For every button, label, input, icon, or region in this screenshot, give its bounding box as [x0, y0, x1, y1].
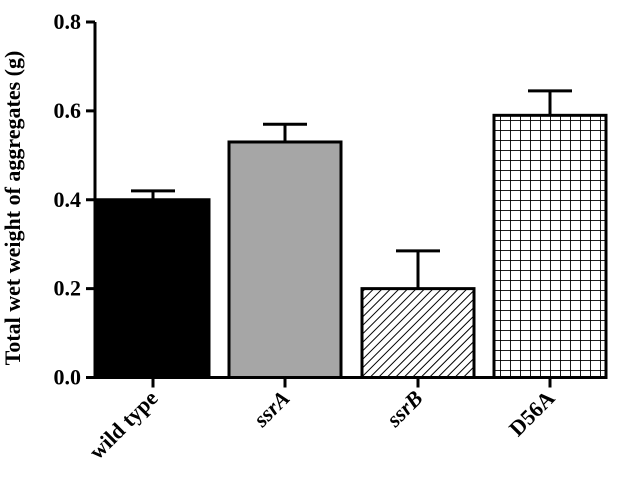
- bar: [227, 140, 343, 379]
- y-tick-label: 0.6: [54, 98, 82, 123]
- bar: [360, 287, 476, 379]
- y-tick-label: 0.8: [54, 9, 82, 34]
- bar: [492, 113, 608, 379]
- x-tick-label: ssrA: [248, 385, 295, 432]
- x-tick-label: wild type: [84, 385, 163, 464]
- y-axis-ticks: 0.0 0.2 0.4 0.6 0.8: [54, 9, 95, 390]
- x-tick-label: D56A: [504, 385, 560, 441]
- x-tick-label: ssrB: [381, 385, 428, 432]
- y-tick-label: 0.4: [54, 187, 82, 212]
- bar: [95, 198, 211, 379]
- y-tick-label: 0.0: [54, 365, 82, 390]
- y-axis-label: Total wet weight of aggregates (g): [0, 51, 25, 366]
- bars-group: [95, 89, 608, 379]
- x-axis-ticks: wild type ssrA ssrB D56A: [84, 377, 560, 464]
- y-tick-label: 0.2: [54, 276, 82, 301]
